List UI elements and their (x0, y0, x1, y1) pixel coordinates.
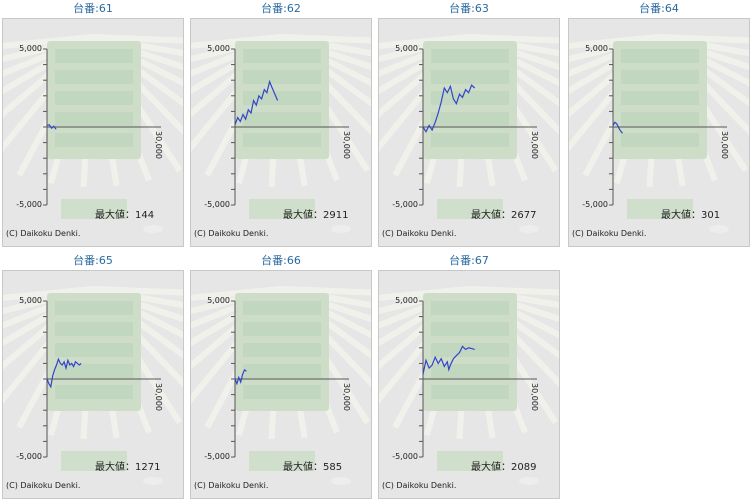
copyright-text: (C) Daikoku Denki. (572, 229, 647, 238)
y-tick-label-top: 5,000 (207, 44, 230, 53)
x-tick-label: 30,000 (530, 383, 539, 411)
chart-panel: 5,000 -5,000 30,000 最大値：585 (C) Daikoku Denk… (190, 270, 372, 499)
y-tick-label-bottom: -5,000 (16, 452, 42, 461)
max-value-label: 最大値： (471, 210, 511, 221)
chart-svg (191, 34, 371, 233)
y-tick-label-top: 5,000 (19, 296, 42, 305)
machine-title[interactable]: 台番:62 (261, 2, 301, 15)
y-tick-label-bottom: -5,000 (204, 452, 230, 461)
chart-svg (3, 286, 183, 485)
max-value-label: 最大値： (283, 462, 323, 473)
series-line (46, 357, 82, 389)
copyright-text: (C) Daikoku Denki. (194, 229, 269, 238)
machine-chart: 台番:64 5,000 -5,000 30,000 最大値：301 (C) Daikoku… (568, 0, 750, 248)
max-value-number: 1271 (135, 462, 161, 473)
max-value-label: 最大値： (95, 210, 135, 221)
copyright-text: (C) Daikoku Denki. (194, 481, 269, 490)
max-value-number: 301 (701, 210, 721, 221)
chart-panel: 5,000 -5,000 30,000 最大値：2911 (C) Daikoku Den… (190, 18, 372, 247)
max-value-label: 最大値： (471, 462, 511, 473)
series-line (234, 79, 279, 125)
y-tick-label-bottom: -5,000 (204, 200, 230, 209)
copyright-text: (C) Daikoku Denki. (382, 229, 457, 238)
background-decoration (379, 286, 559, 485)
y-tick-label-bottom: -5,000 (582, 200, 608, 209)
background-decoration (191, 34, 371, 233)
y-tick-label-top: 5,000 (395, 44, 418, 53)
chart-panel: 5,000 -5,000 30,000 最大値：144 (C) Daikoku Denk… (2, 18, 184, 247)
series-line (422, 84, 476, 133)
machine-title[interactable]: 台番:66 (261, 254, 301, 267)
machine-chart: 台番:66 5,000 -5,000 30,000 最大値：585 (C) Daikoku… (190, 252, 372, 500)
x-tick-label: 30,000 (720, 131, 729, 159)
machine-chart: 台番:62 5,000 -5,000 30,000 最大値：2911 (C) Daikok… (190, 0, 372, 248)
machine-title[interactable]: 台番:65 (73, 254, 113, 267)
machine-chart: 台番:63 5,000 -5,000 30,000 最大値：2677 (C) Daikok… (378, 0, 560, 248)
max-value-label: 最大値： (95, 462, 135, 473)
machine-chart: 台番:65 5,000 -5,000 30,000 最大値：1271 (C) Daikok… (2, 252, 184, 500)
machine-chart: 台番:61 5,000 -5,000 30,000 最大値：144 (C) Daikoku… (2, 0, 184, 248)
x-tick-label: 30,000 (342, 383, 351, 411)
series-line (612, 121, 623, 134)
max-value-text: 最大値：2911 (283, 210, 348, 222)
copyright-text: (C) Daikoku Denki. (6, 481, 81, 490)
copyright-text: (C) Daikoku Denki. (382, 481, 457, 490)
max-value-number: 2677 (511, 210, 537, 221)
chart-panel: 5,000 -5,000 30,000 最大値：301 (C) Daikoku Denk… (568, 18, 750, 247)
background-decoration (3, 34, 183, 233)
chart-svg (379, 34, 559, 233)
machine-chart: 台番:67 5,000 -5,000 30,000 最大値：2089 (C) Daikok… (378, 252, 560, 500)
y-tick-label-top: 5,000 (585, 44, 608, 53)
y-tick-label-bottom: -5,000 (392, 452, 418, 461)
x-tick-label: 30,000 (530, 131, 539, 159)
background-decoration (191, 286, 371, 485)
chart-svg (569, 34, 749, 233)
max-value-text: 最大値：2677 (471, 210, 536, 222)
max-value-number: 2911 (323, 210, 349, 221)
chart-panel: 5,000 -5,000 30,000 最大値：1271 (C) Daikoku Den… (2, 270, 184, 499)
chart-svg (191, 286, 371, 485)
max-value-text: 最大値：1271 (95, 462, 160, 474)
background-decoration (379, 34, 559, 233)
max-value-label: 最大値： (283, 210, 323, 221)
machine-title[interactable]: 台番:63 (449, 2, 489, 15)
series-line (46, 124, 57, 130)
max-value-label: 最大値： (661, 210, 701, 221)
max-value-text: 最大値：301 (661, 210, 720, 222)
series-line (422, 345, 475, 375)
chart-panel: 5,000 -5,000 30,000 最大値：2089 (C) Daikoku Den… (378, 270, 560, 499)
machine-title[interactable]: 台番:64 (639, 2, 679, 15)
max-value-text: 最大値：144 (95, 210, 154, 222)
copyright-text: (C) Daikoku Denki. (6, 229, 81, 238)
chart-svg (379, 286, 559, 485)
max-value-number: 144 (135, 210, 155, 221)
background-decoration (569, 34, 749, 233)
x-tick-label: 30,000 (342, 131, 351, 159)
chart-svg (3, 34, 183, 233)
y-tick-label-top: 5,000 (207, 296, 230, 305)
max-value-text: 最大値：585 (283, 462, 342, 474)
background-decoration (3, 286, 183, 485)
machine-title[interactable]: 台番:67 (449, 254, 489, 267)
y-tick-label-top: 5,000 (395, 296, 418, 305)
x-tick-label: 30,000 (154, 131, 163, 159)
y-tick-label-bottom: -5,000 (16, 200, 42, 209)
max-value-text: 最大値：2089 (471, 462, 536, 474)
chart-panel: 5,000 -5,000 30,000 最大値：2677 (C) Daikoku Den… (378, 18, 560, 247)
max-value-number: 2089 (511, 462, 537, 473)
machine-title[interactable]: 台番:61 (73, 2, 113, 15)
y-tick-label-bottom: -5,000 (392, 200, 418, 209)
series-line (234, 368, 247, 386)
max-value-number: 585 (323, 462, 343, 473)
y-tick-label-top: 5,000 (19, 44, 42, 53)
x-tick-label: 30,000 (154, 383, 163, 411)
